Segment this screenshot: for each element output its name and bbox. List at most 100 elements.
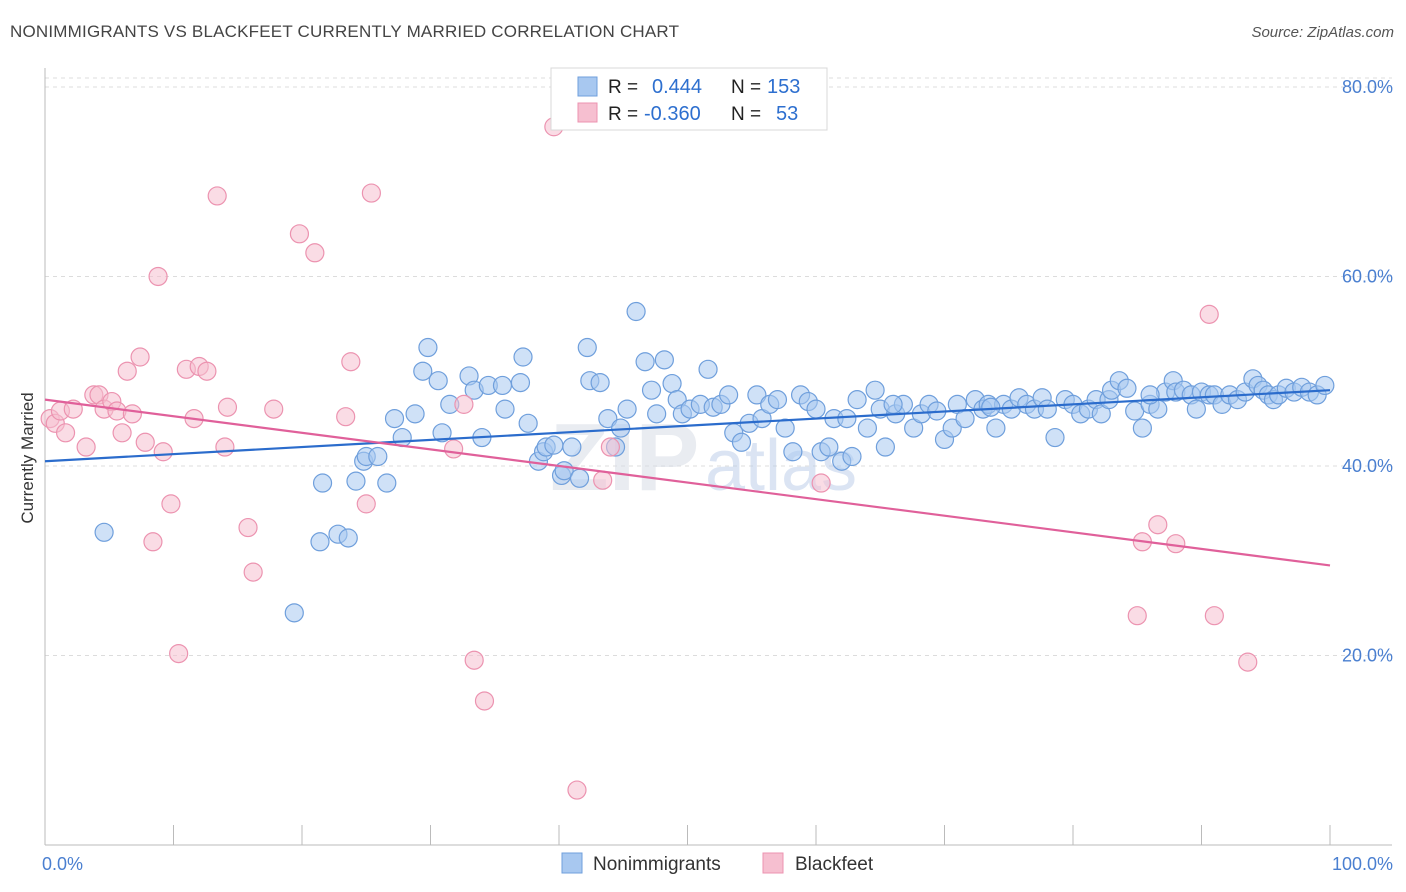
- nonimmigrants-point-68: [806, 399, 826, 419]
- bottom-legend-swatch-nonimmigrants: [561, 852, 583, 874]
- nonimmigrants-point-70: [819, 437, 839, 457]
- nonimmigrants-point-93: [986, 418, 1006, 438]
- legend-r-label-2: R =: [608, 104, 638, 125]
- nonimmigrants-point-5: [338, 528, 358, 548]
- legend-r-label-1: R =: [608, 77, 638, 98]
- bottom-legend-label-nonimmigrants: Nonimmigrants: [593, 854, 721, 875]
- blackfeet-point-33: [336, 407, 356, 427]
- blackfeet-point-19: [161, 494, 181, 514]
- chart-title: NONIMMIGRANTS VS BLACKFEET CURRENTLY MAR…: [10, 22, 680, 41]
- nonimmigrants-point-74: [842, 446, 862, 467]
- blackfeet-point-50: [1204, 606, 1224, 626]
- blackfeet-point-3: [55, 423, 76, 443]
- blackfeet-point-34: [341, 352, 361, 372]
- blackfeet-point-32: [305, 243, 325, 263]
- nonimmigrants-point-14: [413, 361, 433, 381]
- nonimmigrants-point-15: [418, 337, 438, 358]
- nonimmigrants-point-23: [492, 375, 513, 396]
- nonimmigrants-point-47: [654, 350, 674, 370]
- nonimmigrants-point-36: [577, 337, 597, 358]
- legend-swatch-blackfeet: [577, 102, 598, 123]
- nonimmigrants-point-42: [617, 399, 637, 419]
- blackfeet-point-11: [112, 423, 132, 443]
- blackfeet-point-24: [197, 361, 217, 381]
- nonimmigrants-point-25: [510, 372, 531, 393]
- blackfeet-point-42: [567, 780, 587, 800]
- legend-r-value-2: -0.360: [644, 103, 701, 125]
- nonimmigrants-point-143: [883, 394, 903, 414]
- blackfeet-point-45: [1127, 606, 1147, 626]
- nonimmigrants-point-60: [747, 385, 767, 405]
- nonimmigrants-point-53: [698, 359, 718, 379]
- nonimmigrants-point-45: [641, 380, 662, 400]
- blackfeet-point-44: [600, 437, 621, 457]
- nonimmigrants-point-48: [662, 373, 682, 394]
- blackfeet-point-43: [593, 470, 613, 490]
- nonimmigrants-point-17: [432, 423, 452, 443]
- blackfeet-point-39: [464, 650, 484, 670]
- nonimmigrants-point-27: [518, 413, 538, 433]
- blackfeet-point-31: [289, 224, 310, 244]
- nonimmigrants-point-58: [731, 432, 752, 452]
- nonimmigrants-point-31: [544, 435, 564, 455]
- nonimmigrants-point-113: [1132, 418, 1152, 438]
- nonimmigrants-point-1: [284, 603, 304, 623]
- blackfeet-point-26: [215, 437, 235, 457]
- nonimmigrants-point-142: [981, 397, 1001, 417]
- nonimmigrants-point-46: [647, 404, 667, 424]
- nonimmigrants-point-75: [847, 390, 867, 410]
- legend-r-value-1: 0.444: [652, 76, 702, 98]
- blackfeet-point-13: [122, 404, 142, 424]
- blackfeet-point-14: [130, 347, 150, 367]
- nonimmigrants-point-35: [569, 468, 590, 488]
- nonimmigrants-point-26: [513, 347, 533, 367]
- blackfeet-point-36: [361, 183, 381, 203]
- y-tick-label-40: 40.0%: [1342, 456, 1393, 476]
- nonimmigrants-point-63: [767, 390, 788, 410]
- blackfeet-point-12: [117, 361, 137, 381]
- nonimmigrants-point-111: [1117, 378, 1137, 398]
- legend-n-value-1: 153: [767, 76, 800, 98]
- blackfeet-point-5: [76, 437, 96, 457]
- source-credit: Source: ZipAtlas.com: [1251, 24, 1394, 41]
- blackfeet-point-18: [153, 442, 173, 462]
- nonimmigrants-point-3: [312, 473, 333, 493]
- nonimmigrants-point-100: [1037, 399, 1057, 419]
- nonimmigrants-point-24: [495, 399, 515, 419]
- nonimmigrants-point-6: [346, 471, 366, 491]
- trend-lines: [44, 389, 1331, 567]
- y-axis-label: Currently Married: [18, 392, 37, 523]
- x-tick-labels: 0.0% 100.0%: [42, 854, 1393, 874]
- y-tick-label-60: 60.0%: [1342, 266, 1393, 286]
- blackfeet-points: [40, 117, 1258, 800]
- nonimmigrants-point-77: [865, 380, 885, 400]
- bottom-legend-label-blackfeet: Blackfeet: [795, 854, 874, 875]
- legend: R = 0.444 N = 153 R = -0.360 N = 53: [550, 67, 828, 131]
- watermark: ZIP atlas: [550, 404, 857, 511]
- nonimmigrants-point-13: [405, 404, 425, 424]
- blackfeet-point-28: [238, 517, 258, 538]
- blackfeet-point-47: [1148, 515, 1168, 535]
- nonimmigrants-point-76: [857, 418, 878, 438]
- blackfeet-point-51: [1238, 652, 1258, 672]
- blackfeet-point-37: [444, 439, 464, 459]
- nonimmigrants-point-2: [310, 532, 330, 552]
- nonimmigrants-point-11: [384, 408, 405, 429]
- nonimmigrants-point-34: [562, 437, 582, 457]
- nonimmigrants-point-0: [94, 522, 114, 542]
- nonimmigrants-point-43: [626, 301, 646, 322]
- legend-n-value-2: 53: [776, 103, 798, 125]
- blackfeet-point-38: [454, 394, 474, 414]
- nonimmigrants-point-9: [368, 446, 388, 467]
- axes: [44, 68, 1392, 846]
- nonimmigrants-point-121: [1186, 399, 1206, 419]
- y-tick-label-80: 80.0%: [1342, 77, 1393, 97]
- nonimmigrants-point-38: [590, 372, 610, 393]
- blackfeet-point-20: [169, 643, 189, 664]
- nonimmigrants-point-10: [377, 473, 397, 493]
- nonimmigrants-point-101: [1045, 427, 1065, 448]
- nonimmigrants-point-87: [942, 418, 962, 438]
- nonimmigrants-trend-line: [44, 389, 1331, 463]
- blackfeet-point-15: [135, 432, 155, 452]
